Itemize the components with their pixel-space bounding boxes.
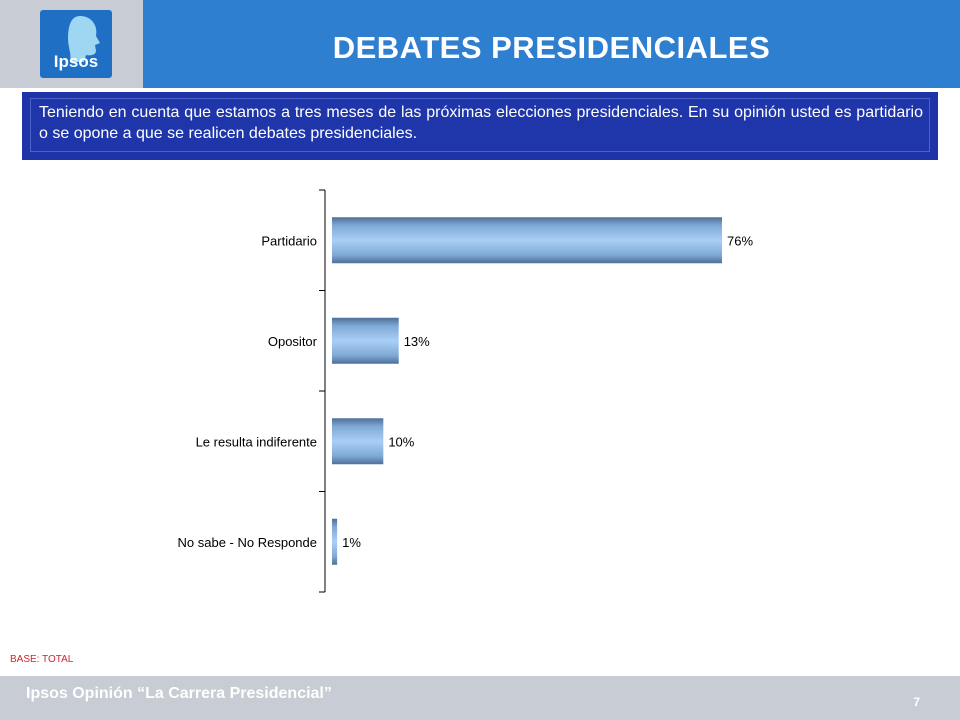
data-label: 10% xyxy=(388,434,414,449)
ipsos-logo: Ipsos xyxy=(40,10,112,78)
bar xyxy=(332,418,384,465)
footer-title: Ipsos Opinión “La Carrera Presidencial” xyxy=(26,685,332,702)
header-bar: Ipsos DEBATES PRESIDENCIALES xyxy=(0,0,960,88)
logo-text: Ipsos xyxy=(53,52,99,71)
logo-area: Ipsos xyxy=(0,0,143,88)
data-label: 13% xyxy=(404,334,430,349)
bar xyxy=(332,518,338,565)
bar xyxy=(332,217,722,264)
category-label: Partidario xyxy=(261,233,317,248)
category-label: No sabe - No Responde xyxy=(178,535,317,550)
head-profile-icon xyxy=(68,16,100,62)
footer-bar: Ipsos Opinión “La Carrera Presidencial” … xyxy=(0,676,960,720)
bar xyxy=(332,317,399,364)
page-number: 7 xyxy=(913,695,920,709)
data-label: 1% xyxy=(342,535,361,550)
question-text: Teniendo en cuenta que estamos a tres me… xyxy=(30,98,930,152)
bar-chart: Partidario Opositor Le resulta indiferente… xyxy=(178,189,753,593)
question-box: Teniendo en cuenta que estamos a tres me… xyxy=(22,92,938,160)
category-label: Opositor xyxy=(268,334,318,349)
page-title: DEBATES PRESIDENCIALES xyxy=(332,30,771,65)
base-note: BASE: TOTAL xyxy=(10,654,74,665)
data-label: 76% xyxy=(727,233,753,248)
category-label: Le resulta indiferente xyxy=(196,434,317,449)
